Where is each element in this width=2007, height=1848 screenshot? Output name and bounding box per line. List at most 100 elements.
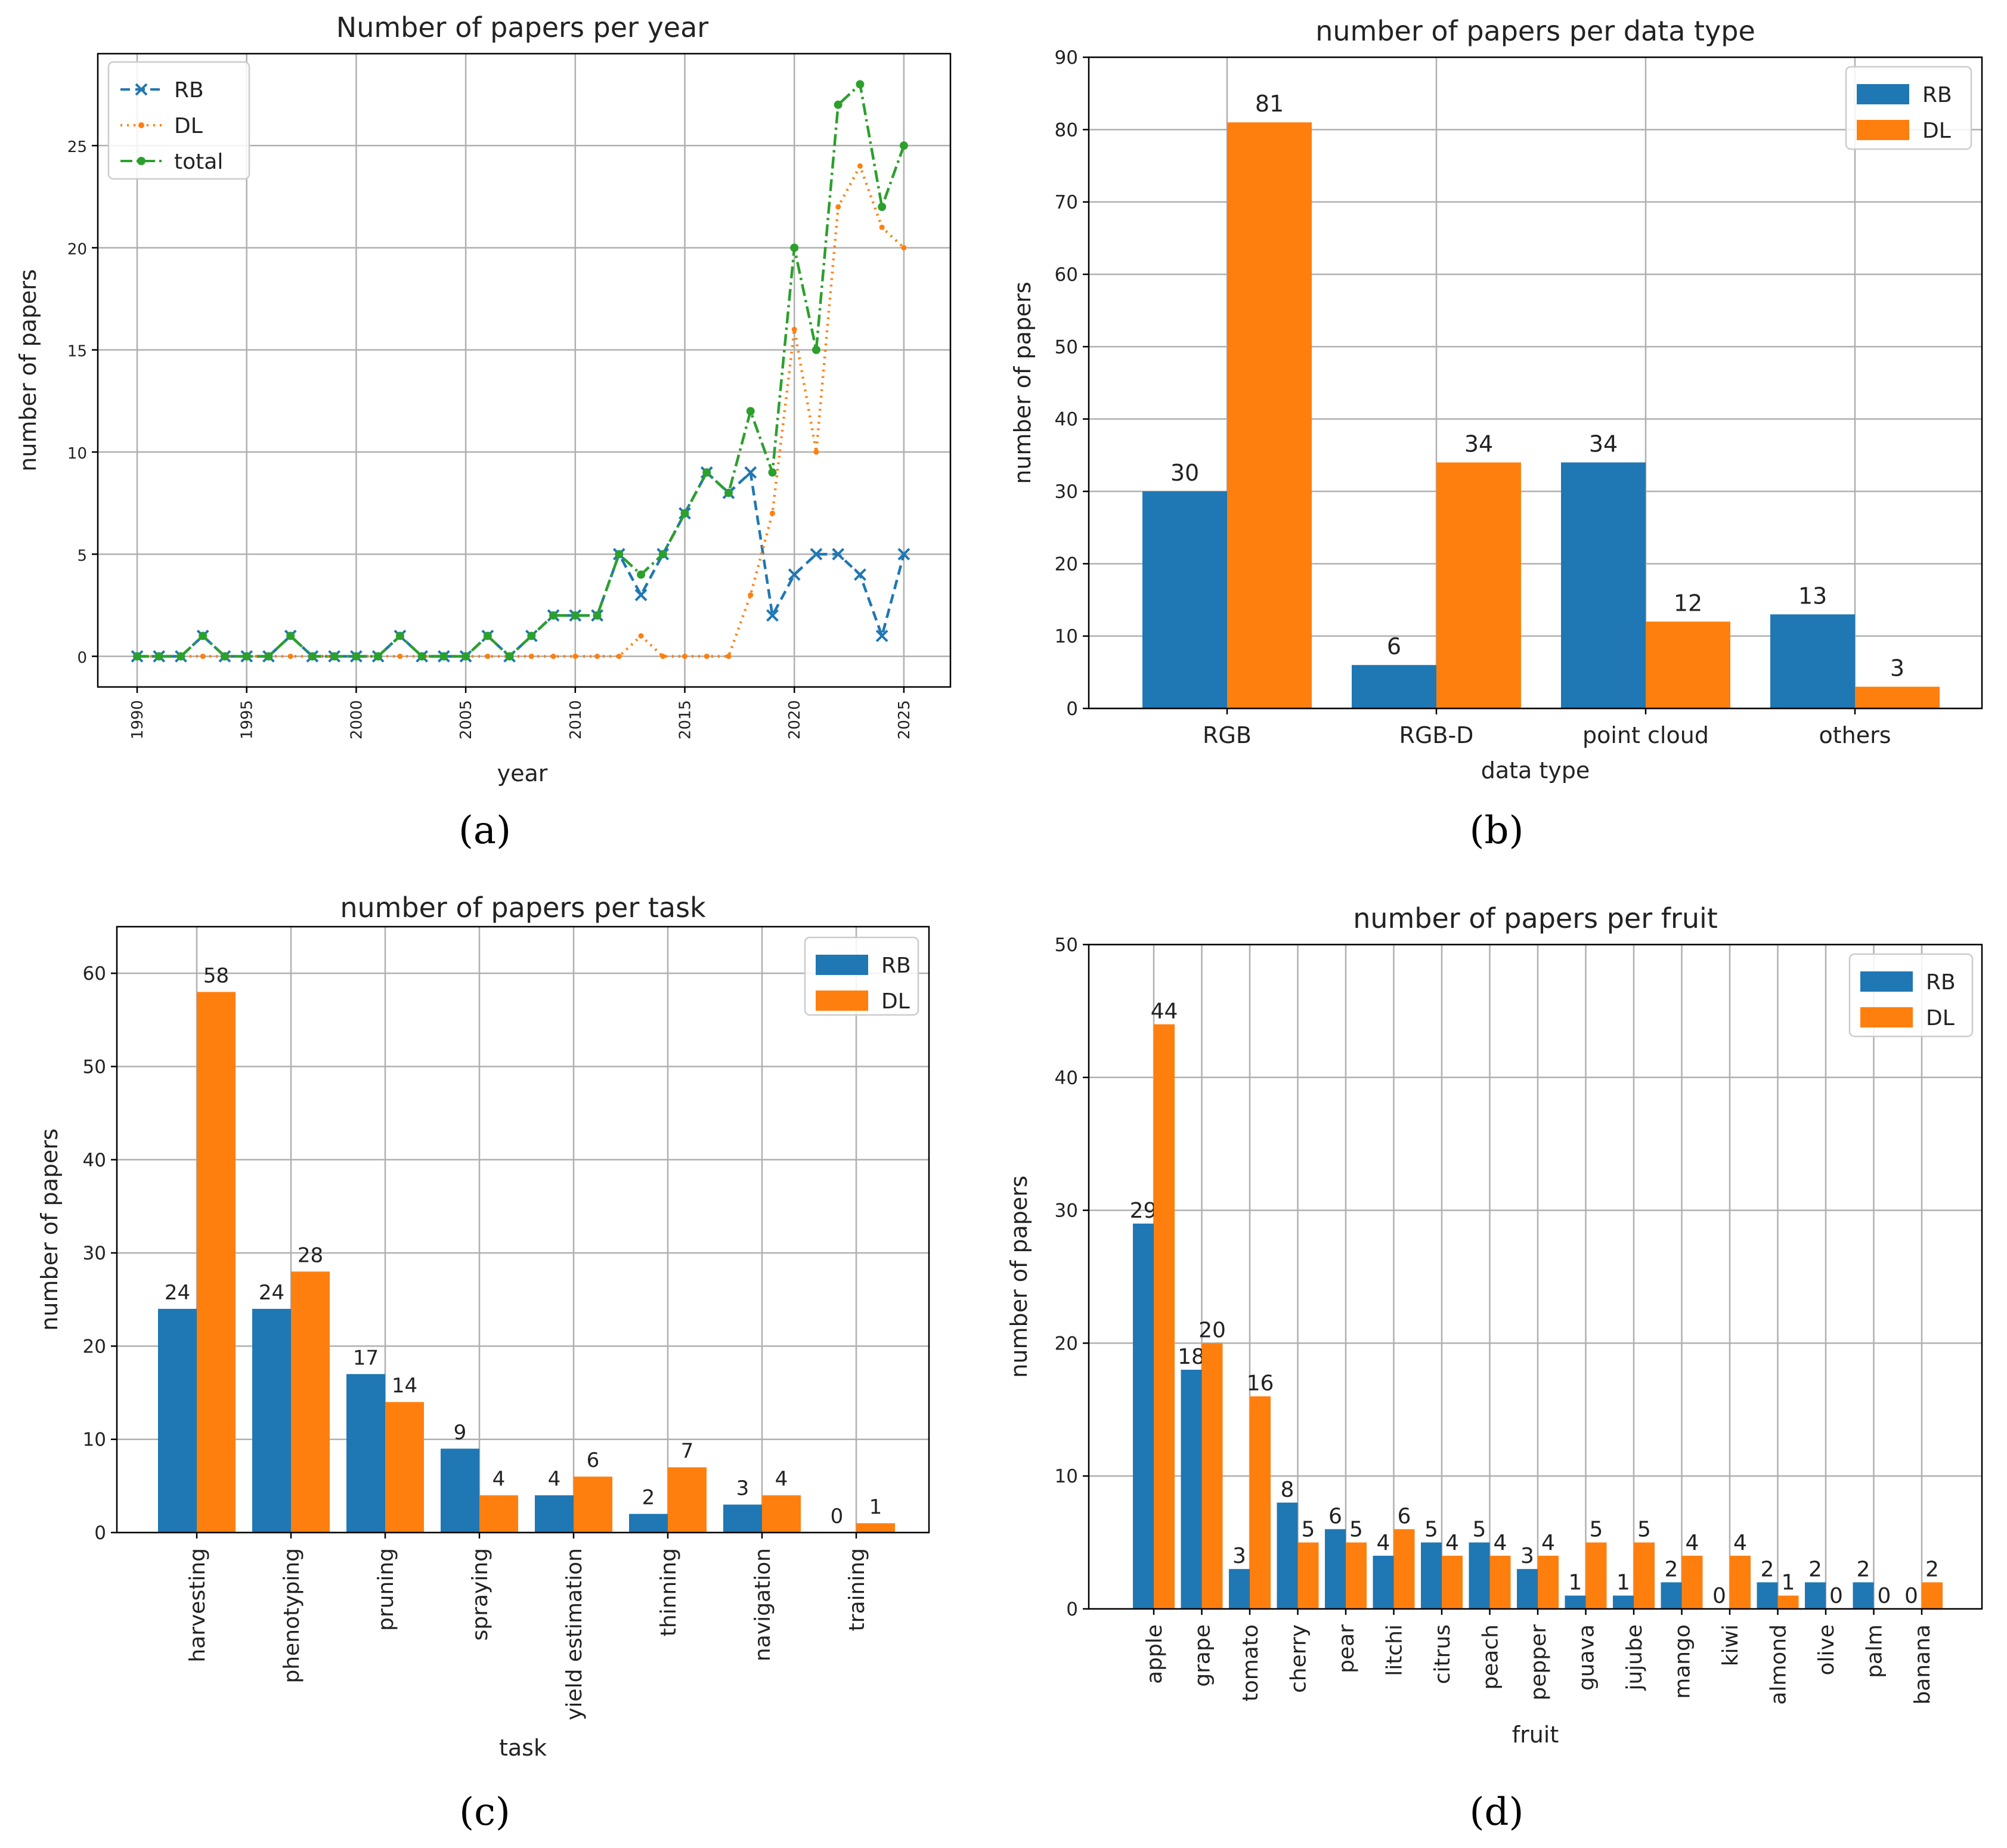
data-point-total xyxy=(834,100,843,109)
data-point-RB xyxy=(810,547,823,561)
legend-label-RB: RB xyxy=(881,954,911,978)
bar-RB-spraying xyxy=(441,1448,479,1533)
x-tick-label: 2005 xyxy=(457,700,475,739)
data-label-RB: 9 xyxy=(454,1420,467,1444)
plot-frame xyxy=(116,925,930,1534)
legend-label-total: total xyxy=(174,150,223,174)
data-point-total xyxy=(746,407,755,416)
x-tick-label: kiwi xyxy=(1718,1624,1743,1666)
y-tick-label: 50 xyxy=(1055,336,1078,358)
caption-d: (d) xyxy=(1470,1790,1524,1834)
chart-title: number of papers per data type xyxy=(1315,15,1755,47)
data-label-RB: 18 xyxy=(1178,1345,1205,1369)
x-axis-label: task xyxy=(499,1735,547,1761)
y-tick-label: 50 xyxy=(1055,934,1078,956)
x-tick-label: spraying xyxy=(468,1548,493,1640)
data-label-RB: 3 xyxy=(736,1476,749,1500)
legend-swatch-DL xyxy=(1857,120,1909,140)
y-tick-label: 0 xyxy=(77,649,87,667)
plot-frame xyxy=(97,52,952,688)
plot-frame xyxy=(1088,943,1983,1610)
y-tick-label: 10 xyxy=(1055,626,1078,648)
data-point-total xyxy=(374,652,383,661)
x-tick-label: 2020 xyxy=(786,700,804,739)
chart-b-papers-per-data-type: 0 10 20 30 40 50 60 70 80 90 30 6 34 13 81 34 12 3 RGB RGB-… xyxy=(1009,15,1983,784)
bar-RB-RGB xyxy=(1142,491,1227,708)
data-label-RB: 2 xyxy=(1857,1557,1870,1581)
bar-RB-pear xyxy=(1325,1529,1346,1609)
y-tick-label: 25 xyxy=(67,138,87,156)
data-point-DL xyxy=(813,449,819,455)
x-tick-label: thinning xyxy=(656,1548,681,1636)
data-point-DL xyxy=(901,244,907,250)
data-point-total xyxy=(462,652,470,661)
data-label-DL: 4 xyxy=(775,1467,788,1491)
y-tick-label: 30 xyxy=(1055,1200,1078,1222)
data-point-RB xyxy=(854,568,866,581)
data-label-DL: 44 xyxy=(1151,999,1178,1024)
bar-RB-tomato xyxy=(1229,1569,1250,1609)
data-point-DL xyxy=(660,654,666,660)
x-tick-label: others xyxy=(1819,722,1891,748)
data-label-RB: 0 xyxy=(831,1505,844,1528)
data-label-RB: 6 xyxy=(1387,633,1401,660)
data-point-total xyxy=(286,632,295,640)
x-tick-label: 1990 xyxy=(129,700,147,739)
legend-label-RB: RB xyxy=(174,78,204,103)
legend-label-DL: DL xyxy=(1926,1006,1955,1030)
data-point-DL xyxy=(638,633,644,639)
bar-DL-litchi xyxy=(1393,1529,1415,1609)
data-label-DL: 1 xyxy=(869,1495,882,1519)
data-point-DL xyxy=(857,163,863,169)
y-tick-label: 0 xyxy=(94,1522,106,1544)
chart-title: number of papers per task xyxy=(340,892,706,924)
y-tick-label: 30 xyxy=(1055,481,1078,503)
data-point-RB xyxy=(788,568,801,581)
legend-swatch-RB xyxy=(1857,84,1909,104)
y-tick-label: 10 xyxy=(67,445,87,463)
data-label-RB: 0 xyxy=(1904,1584,1918,1608)
bar-DL-pruning xyxy=(385,1402,424,1533)
data-point-DL xyxy=(704,654,710,660)
data-point-total xyxy=(417,652,426,661)
data-point-DL xyxy=(791,326,797,332)
data-label-RB: 4 xyxy=(1377,1531,1390,1555)
data-point-DL xyxy=(485,654,491,660)
bar-RB-others xyxy=(1770,614,1855,708)
bar-DL-navigation xyxy=(762,1495,801,1533)
x-tick-label: banana xyxy=(1910,1624,1935,1705)
legend-marker-RB xyxy=(135,83,148,96)
data-point-RB xyxy=(897,547,910,561)
data-label-RB: 2 xyxy=(1665,1557,1678,1581)
bar-DL-spraying xyxy=(479,1495,518,1533)
data-label-RB: 1 xyxy=(1616,1571,1630,1595)
data-point-DL xyxy=(726,654,732,660)
data-label-RB: 2 xyxy=(1808,1557,1822,1581)
x-tick-label: almond xyxy=(1767,1624,1791,1705)
x-tick-label: olive xyxy=(1814,1624,1839,1675)
x-axis-label: fruit xyxy=(1512,1722,1559,1748)
x-tick-label: guava xyxy=(1575,1624,1599,1691)
x-tick-label: 2010 xyxy=(567,700,585,739)
y-tick-label: 20 xyxy=(67,240,87,258)
data-point-total xyxy=(308,652,317,661)
y-tick-label: 30 xyxy=(83,1243,106,1264)
data-point-total xyxy=(133,652,141,661)
y-tick-label: 40 xyxy=(1055,1067,1078,1089)
data-label-RB: 2 xyxy=(1761,1557,1774,1581)
legend-label-DL: DL xyxy=(1922,119,1951,143)
x-tick-label: citrus xyxy=(1430,1624,1455,1684)
data-label-RB: 5 xyxy=(1473,1518,1486,1542)
y-tick-label: 80 xyxy=(1055,119,1078,141)
bar-RB-pepper xyxy=(1517,1569,1538,1609)
data-point-total xyxy=(505,652,514,661)
y-tick-label: 15 xyxy=(67,343,87,361)
bar-RB-citrus xyxy=(1421,1542,1442,1609)
bar-RB-almond xyxy=(1757,1582,1778,1609)
data-point-total xyxy=(878,202,887,211)
data-label-DL: 14 xyxy=(392,1374,417,1398)
chart-title: number of papers per fruit xyxy=(1353,902,1718,934)
data-point-RB xyxy=(875,629,888,642)
x-tick-label: RGB xyxy=(1203,722,1252,748)
